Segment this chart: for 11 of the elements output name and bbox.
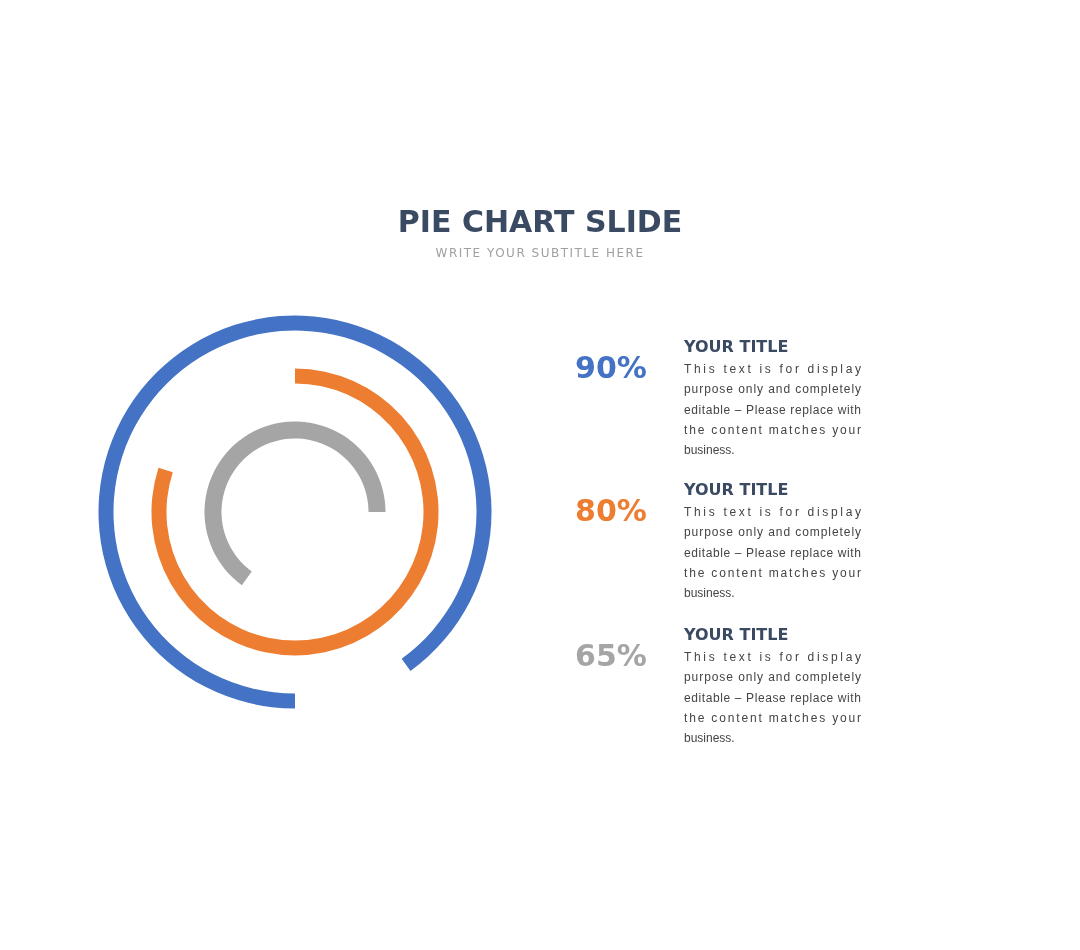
category-label: YOUR TITLE xyxy=(683,480,789,499)
text: This text is for display purpose only and completely editable – Please replace with the content matches your business. xyxy=(684,505,861,601)
category-label: YOUR TITLE xyxy=(683,337,789,356)
data-label: 90% xyxy=(575,350,647,385)
text: PIE CHART SLIDE xyxy=(397,204,683,239)
data-label: 80% xyxy=(575,493,647,528)
text: WRITE YOUR SUBTITLE HERE xyxy=(435,246,645,260)
text: This text is for display purpose only and completely editable – Please replace with the content matches your business. xyxy=(684,650,861,746)
category-label: YOUR TITLE xyxy=(683,625,789,644)
data-label: 65% xyxy=(575,638,647,673)
text: This text is for display purpose only and completely editable – Please replace with the content matches your business. xyxy=(684,362,861,458)
